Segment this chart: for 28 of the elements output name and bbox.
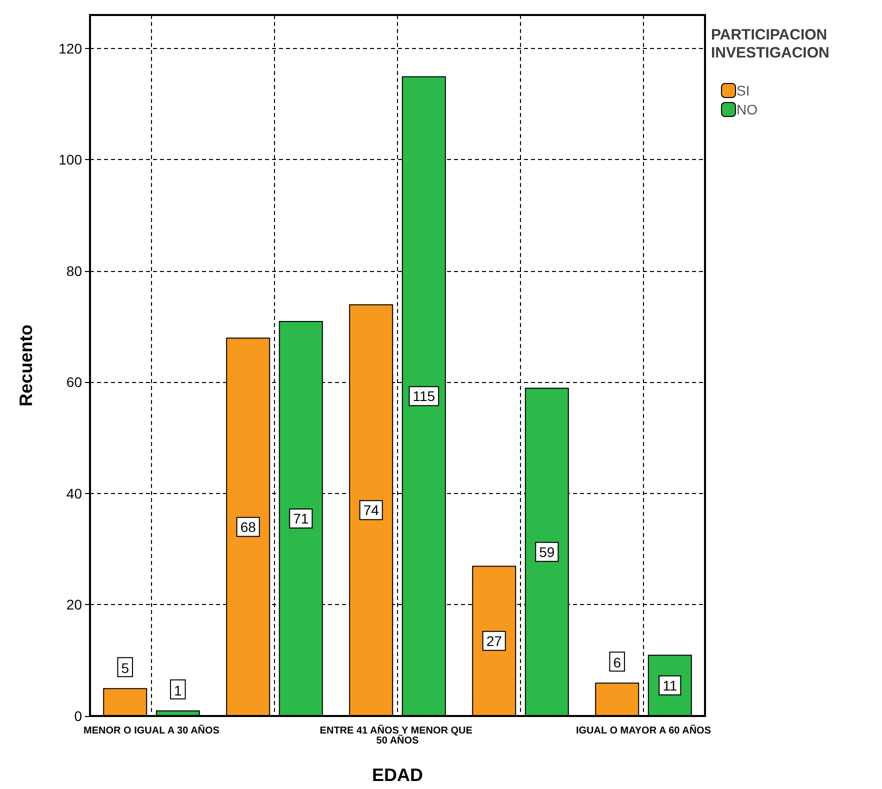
bar: [156, 710, 200, 716]
x-tick-label: MENOR O IGUAL A 30 AÑOS: [84, 724, 220, 736]
data-label: 5: [121, 660, 130, 676]
legend-title: PARTICIPACION INVESTIGACION: [711, 26, 832, 62]
data-label: 27: [486, 632, 502, 649]
x-tick-label: IGUAL O MAYOR A 60 AÑOS: [576, 724, 712, 736]
y-tick-label: 60: [66, 374, 82, 390]
data-label: 74: [363, 502, 380, 518]
legend-label: SI: [736, 82, 750, 98]
y-tick-label: 120: [58, 40, 82, 56]
x-tick-label: ENTRE 41 AÑOS Y MENOR QUE 50 AÑOS: [320, 724, 476, 746]
legend-label: NO: [736, 102, 758, 118]
data-label: 68: [240, 518, 256, 535]
data-label: 71: [293, 510, 309, 526]
bar: [595, 682, 640, 716]
bar: [103, 688, 148, 716]
y-tick-label: 0: [74, 708, 82, 724]
data-label: 59: [539, 544, 555, 560]
data-label: 6: [613, 654, 622, 671]
y-tick-label: 20: [66, 596, 82, 613]
x-axis-title: EDAD: [372, 765, 424, 785]
y-tick-label: 80: [66, 262, 82, 279]
data-label: 1: [174, 682, 182, 698]
data-label: 115: [412, 388, 436, 404]
data-label: 11: [662, 677, 678, 694]
y-axis-title: Recuento: [16, 324, 36, 407]
y-tick-label: 100: [58, 152, 82, 168]
y-tick-label: 40: [66, 485, 82, 502]
